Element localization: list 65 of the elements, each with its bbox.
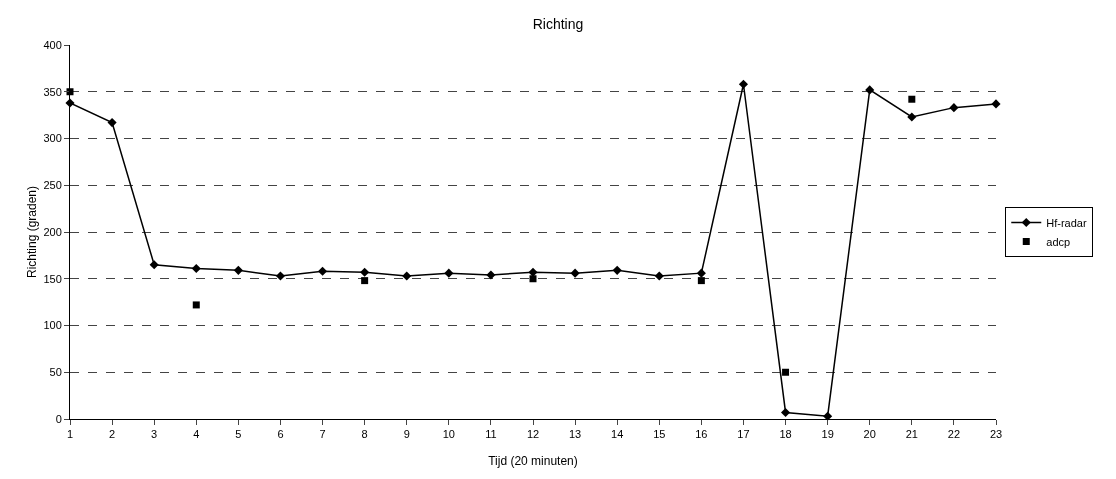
x-tick-label: 7: [319, 428, 326, 441]
x-tick-label: 15: [653, 428, 666, 441]
x-tick-label: 4: [193, 428, 200, 441]
point: [823, 411, 833, 421]
chart-title: Richting: [532, 15, 584, 32]
y-tick-label: 400: [43, 38, 62, 51]
x-tick-label: 6: [277, 428, 284, 441]
x-tick-label: 2: [109, 428, 116, 441]
point: [149, 260, 159, 270]
x-tick-label: 8: [361, 428, 368, 441]
y-tick-label: 350: [43, 85, 62, 98]
x-tick-label: 13: [568, 428, 582, 441]
point: [612, 265, 622, 275]
x-tick-label: 20: [863, 428, 876, 441]
point: [318, 266, 328, 276]
point: [865, 85, 875, 95]
point: [444, 268, 454, 278]
point: [907, 112, 917, 122]
x-tick-label: 23: [989, 428, 1003, 441]
point: [738, 79, 748, 89]
x-tick-label: 3: [151, 428, 158, 441]
y-tick-label: 0: [55, 412, 62, 425]
x-tick-label: 11: [485, 428, 497, 441]
point: [908, 95, 916, 103]
point: [696, 268, 706, 278]
y-tick-label: 200: [43, 225, 62, 238]
x-tick-label: 1: [66, 428, 74, 441]
point: [191, 263, 201, 274]
legend-label: Hf-radar: [1046, 216, 1087, 229]
point: [781, 407, 791, 418]
point: [528, 267, 538, 277]
x-tick-label: 21: [905, 428, 918, 441]
point: [782, 368, 790, 376]
point: [697, 277, 705, 285]
point: [233, 265, 243, 275]
y-axis-title: Richting (graden): [25, 185, 39, 279]
y-tick-label: 50: [49, 366, 62, 379]
point: [402, 271, 412, 281]
y-tick-label: 250: [43, 179, 62, 192]
point: [361, 277, 369, 285]
x-tick-label: 18: [779, 428, 792, 441]
point: [360, 267, 370, 277]
x-tick-label: 10: [442, 428, 455, 441]
point: [275, 271, 285, 281]
legend-label: adcp: [1046, 235, 1071, 248]
point: [570, 268, 580, 278]
x-tick-label: 12: [526, 428, 540, 441]
x-tick-label: 16: [695, 428, 708, 441]
point: [529, 275, 537, 283]
x-axis-title: Tijd (20 minuten): [488, 454, 578, 468]
point: [654, 271, 664, 281]
y-tick-label: 150: [43, 272, 62, 285]
y-tick-label: 100: [43, 319, 62, 332]
y-tick-label: 300: [43, 132, 62, 145]
point: [949, 103, 959, 113]
point: [107, 118, 117, 128]
x-tick-label: 14: [611, 428, 624, 441]
point: [991, 99, 1001, 109]
x-tick-label: 19: [821, 428, 834, 441]
x-tick-label: 9: [403, 428, 410, 441]
point: [192, 301, 200, 309]
x-tick-label: 22: [947, 428, 961, 441]
x-tick-label: 5: [235, 428, 242, 441]
point: [486, 270, 496, 280]
x-tick-label: 17: [737, 428, 750, 441]
